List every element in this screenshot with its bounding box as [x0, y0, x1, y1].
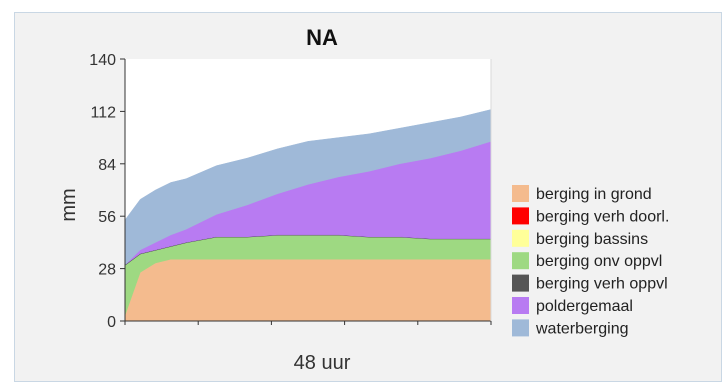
y-tick-label-2: 56: [98, 209, 116, 226]
x-axis-label: 48 uur: [294, 352, 351, 374]
legend-label-5: poldergemaal: [536, 298, 633, 315]
y-tick-label-4: 112: [90, 104, 116, 121]
legend-swatch-1: [512, 207, 529, 225]
chart-svg: NA mm 48 uur 0 28 56 84 112 140 berging in gr…: [58, 25, 669, 374]
y-tick-label-3: 84: [98, 157, 116, 174]
legend-label-6: waterberging: [535, 320, 629, 337]
y-tick-label-1: 28: [98, 262, 116, 279]
y-tick-label-5: 140: [89, 52, 116, 69]
legend-label-1: berging verh doorl.: [536, 208, 669, 225]
area-series-0: [124, 258, 492, 322]
y-axis-label: mm: [58, 188, 80, 221]
chart-panel: NA mm 48 uur 0 28 56 84 112 140 berging in gr…: [14, 12, 722, 382]
y-tick-label-0: 0: [107, 314, 116, 331]
legend-swatch-2: [512, 229, 529, 247]
legend-swatch-0: [512, 185, 529, 202]
legend-label-0: berging in grond: [536, 186, 652, 203]
legend-swatch-3: [512, 252, 529, 270]
legend-swatch-5: [512, 297, 529, 314]
legend-label-4: berging verh oppvl: [536, 276, 668, 293]
legend-swatch-6: [512, 319, 529, 337]
legend-label-2: berging bassins: [536, 231, 648, 248]
legend-swatch-4: [512, 274, 529, 292]
chart-title: NA: [306, 25, 338, 50]
legend-label-3: berging onv oppvl: [536, 253, 662, 270]
